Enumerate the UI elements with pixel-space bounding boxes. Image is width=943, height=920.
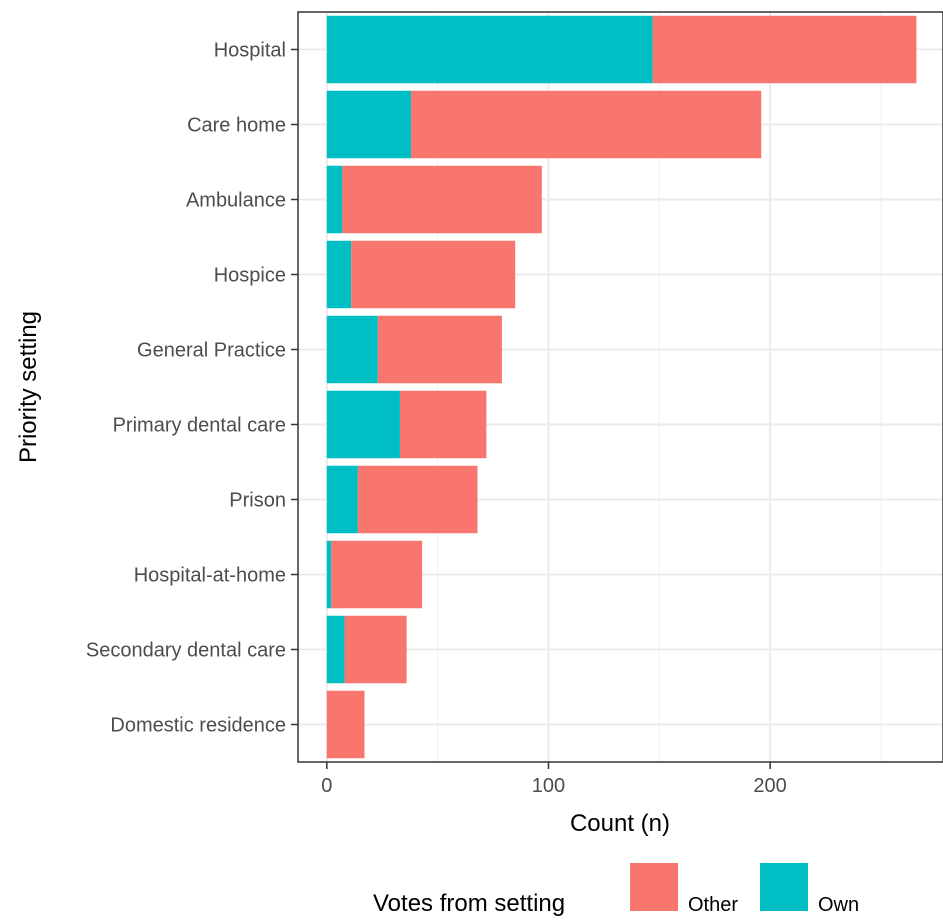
bar-care-home-own [326, 90, 412, 159]
y-axis: Hospital Care home Ambulance Hospice General… [86, 40, 298, 737]
y-tick-label-ambulance: Ambulance [186, 190, 286, 212]
bar-ambulance-own [326, 165, 343, 234]
bar-primary-dental-care-other [399, 390, 487, 459]
bar-prison-other [357, 465, 478, 534]
legend-label-own: Own [818, 894, 859, 916]
y-axis-title: Priority setting [15, 311, 42, 463]
legend-swatch-own [760, 863, 808, 911]
y-tick-label-domestic-residence: Domestic residence [110, 715, 286, 737]
y-tick-label-general-practice: General Practice [137, 340, 286, 362]
y-tick-label-hospice: Hospice [214, 265, 286, 287]
y-tick-label-secondary-dental-care: Secondary dental care [86, 640, 286, 662]
bar-secondary-dental-care-own [326, 615, 345, 684]
y-tick-label-hospital-at-home: Hospital-at-home [134, 565, 286, 587]
bar-domestic-residence-other [326, 690, 365, 759]
y-tick-label-hospital: Hospital [214, 40, 286, 62]
y-tick-label-primary-dental-care: Primary dental care [113, 415, 286, 437]
bars-layer [326, 15, 917, 759]
bar-hospice-own [326, 240, 352, 309]
x-axis-title: Count (n) [570, 810, 670, 837]
x-tick-label-200: 200 [753, 775, 786, 797]
legend-title: Votes from setting [373, 890, 565, 917]
bar-general-practice-other [377, 315, 502, 384]
legend-swatch-other [630, 863, 678, 911]
bar-general-practice-own [326, 315, 378, 384]
x-tick-label-100: 100 [532, 775, 565, 797]
bar-primary-dental-care-own [326, 390, 400, 459]
bar-ambulance-other [342, 165, 542, 234]
panel-border [297, 11, 943, 763]
bar-hospital-own [326, 15, 653, 84]
bar-hospital-other [652, 15, 917, 84]
bar-hospice-other [351, 240, 516, 309]
y-tick-label-prison: Prison [229, 490, 286, 512]
bar-prison-own [326, 465, 358, 534]
y-tick-label-care-home: Care home [187, 115, 286, 137]
x-axis: 0 100 200 [321, 762, 787, 797]
legend-label-other: Other [688, 894, 738, 916]
legend: Votes from setting Other Own [373, 863, 859, 917]
x-tick-label-0: 0 [321, 775, 332, 797]
bar-care-home-other [411, 90, 762, 159]
bar-secondary-dental-care-other [344, 615, 407, 684]
bar-hospital-at-home-own [326, 540, 332, 609]
bar-hospital-at-home-other [331, 540, 423, 609]
